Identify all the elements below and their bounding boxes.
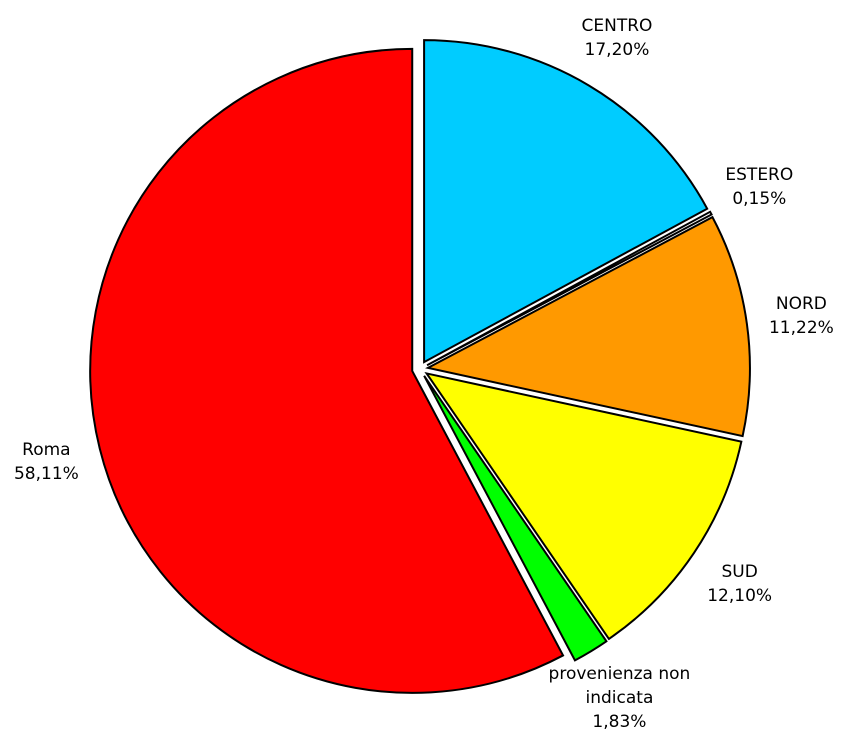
category-label: CENTRO (581, 16, 653, 37)
pie-slice (426, 210, 713, 367)
category-label: Roma (22, 439, 71, 460)
pie-slice (423, 39, 709, 364)
slice-label: NORD 11,22% (769, 292, 834, 340)
value-label: 1,83% (592, 712, 647, 733)
category-label: ESTERO (725, 165, 794, 186)
slice-label: provenienza non indicata 1,83% (544, 662, 694, 734)
slice-label: SUD 12,10% (707, 560, 772, 608)
slice-label: CENTRO 17,20% (582, 14, 653, 62)
pie-slice (423, 375, 608, 662)
value-label: 12,10% (707, 585, 773, 606)
category-label: NORD (775, 294, 827, 315)
pie-slice (89, 47, 565, 694)
category-label: provenienza non indicata (548, 664, 691, 709)
value-label: 11,22% (768, 318, 834, 339)
category-label: SUD (721, 561, 758, 582)
pie-slice (424, 371, 743, 641)
value-label: 0,15% (732, 189, 787, 210)
slice-label: ESTERO 0,15% (725, 163, 793, 211)
pie-slice (425, 215, 751, 438)
value-label: 58,11% (13, 463, 79, 484)
slice-label: Roma 58,11% (14, 438, 79, 486)
value-label: 17,20% (584, 40, 650, 61)
